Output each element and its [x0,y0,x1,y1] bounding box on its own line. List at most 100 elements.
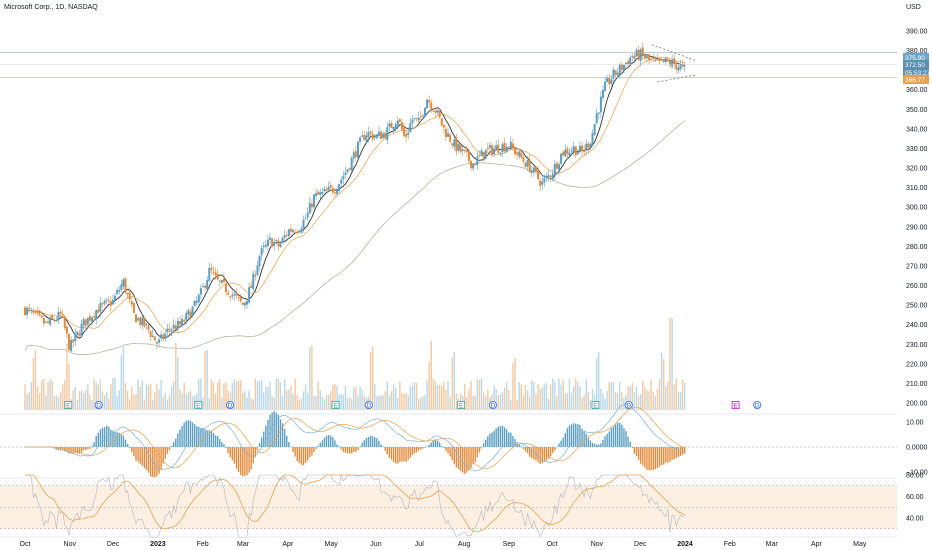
volume-bar [591,389,594,410]
volume-bar [85,390,87,410]
volume-bar [353,387,355,410]
time-tick-label: Sep [503,541,516,548]
macd-histogram-bar [434,439,437,447]
macd-histogram-bar [489,433,491,447]
candle-body [572,146,575,152]
candle-body [488,144,491,148]
macd-histogram-bar [172,442,175,447]
dividend-marker [226,400,235,409]
macd-line [25,403,685,472]
candle-body [620,64,623,70]
volume-bar [317,382,319,410]
candle-body [597,112,600,114]
candle-body [633,55,636,59]
volume-bar [547,398,550,410]
macd-histogram-bar [252,447,254,464]
volume-bar [428,361,430,410]
candle-body [369,131,372,134]
candle-body [442,124,445,128]
volume-bar [131,386,133,410]
macd-histogram-bar [311,447,313,456]
volume-bar [441,385,443,410]
macd-histogram-bar [304,447,307,463]
candle-body [49,317,52,325]
candle-body [457,143,460,151]
macd-histogram-bar [441,445,443,447]
candle-body [367,132,370,137]
candlesticks[interactable] [24,42,686,353]
volume-bar [614,391,617,410]
candle-body [166,328,169,332]
volume-bar [363,395,365,410]
volume-bar [350,399,353,410]
candle-body [70,340,73,352]
candle-body [225,283,228,293]
candle-body [235,292,238,296]
volume-bar [72,390,74,410]
macd-histogram-bar [428,444,430,447]
macd-histogram-bar [189,420,192,447]
macd-histogram-bar [378,440,380,447]
candle-body [608,78,611,84]
candle-body [44,321,47,323]
dividend-marker [488,400,497,409]
volume-bar [78,391,81,410]
macd-histogram-bar [652,447,654,470]
volume-bar [485,396,487,410]
macd-histogram-bar [149,447,152,477]
volume-bar [604,399,606,410]
macd-histogram-bar [103,427,106,447]
candle-body [403,128,406,136]
volume-bar [455,393,458,410]
volume-bar [637,396,640,410]
volume-bar [497,395,499,410]
rsi-tick-label: 80.00 [906,473,924,480]
volume-bar [528,396,531,410]
volume-bar [30,382,32,410]
macd-histogram-bar [602,439,604,447]
macd-histogram-bar [677,447,680,458]
candle-body [654,59,657,61]
candle-body [271,238,274,247]
volume-bars [24,318,686,410]
volume-bar [357,396,359,410]
volume-bar [311,345,313,410]
candle-body [275,240,278,242]
macd-histogram-bar [683,447,686,454]
volume-bar [95,382,97,410]
macd-histogram-bar [380,444,382,447]
macd-histogram-bar [642,447,644,466]
candle-body [42,317,45,324]
macd-histogram-bar [541,447,543,464]
event-marker-label: D [626,402,631,409]
candle-body [239,297,242,302]
candle-body [346,169,349,173]
volume-bar [616,392,619,410]
price-label-text: 366.77 [905,77,925,84]
candle-body [490,145,493,155]
volume-bar [269,382,271,410]
volume-bar [378,395,380,410]
macd-histogram-bar [233,447,236,464]
candle-body [233,294,236,296]
macd-histogram-bar [443,447,445,449]
volume-bar [300,398,303,410]
macd-tick-label: −10.00 [906,470,928,477]
macd-histogram-bar [74,447,76,453]
candle-body [570,150,573,152]
volume-bar [683,382,686,410]
macd-histogram-bar [267,419,269,447]
candle-body [178,321,181,325]
candle-body [193,300,196,306]
candle-body [645,56,648,59]
moving-average-line [24,54,685,339]
macd-histogram-bar [342,447,345,452]
event-marker-label: D [366,402,371,409]
volume-bar [411,385,414,410]
volume-bar [482,392,485,410]
volume-bar [512,363,514,410]
candle-body [74,333,77,342]
currency-label[interactable]: USD [906,4,921,11]
volume-bar [147,385,150,410]
